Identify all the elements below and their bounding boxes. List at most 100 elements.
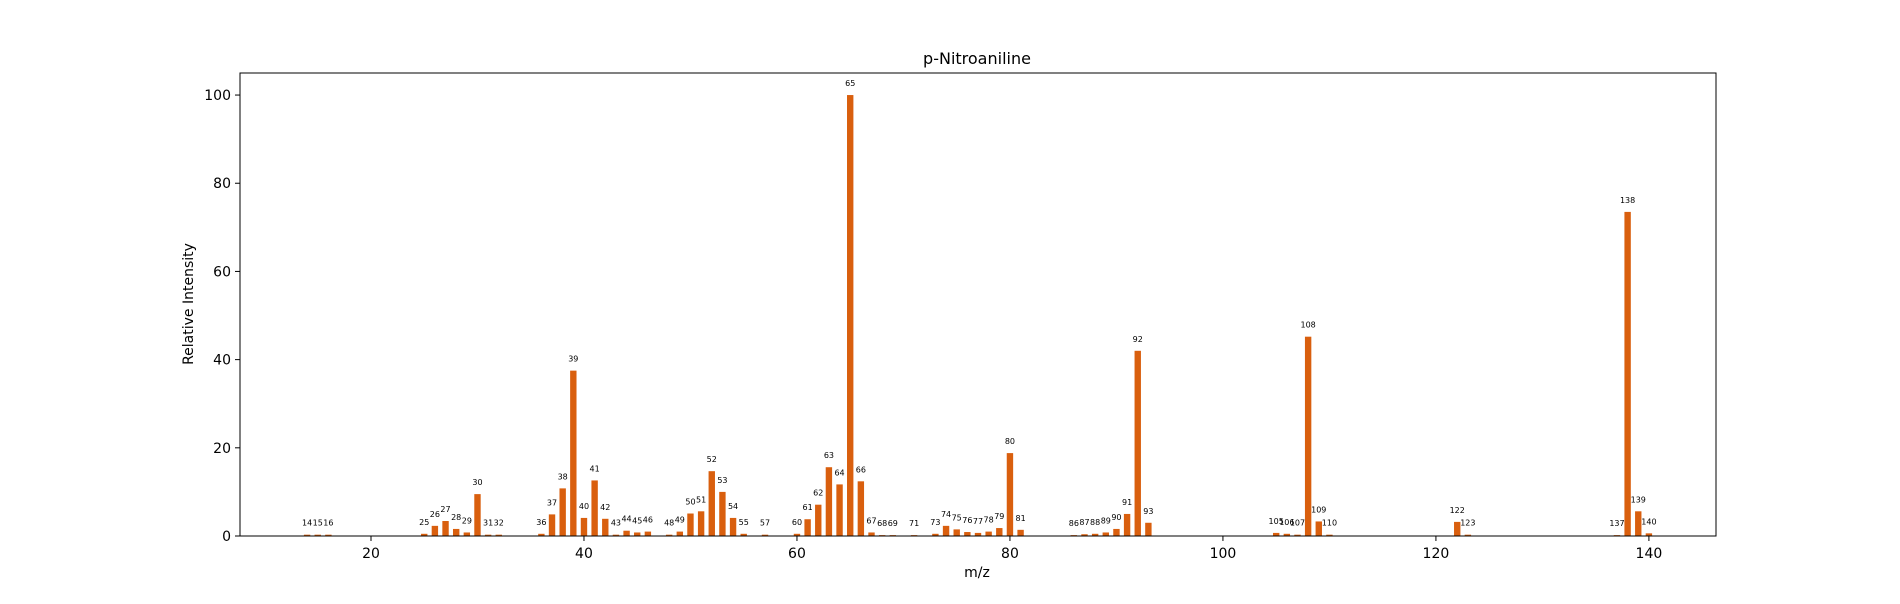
bar-mz-25 — [421, 533, 428, 536]
bar-mz-106 — [1283, 533, 1291, 536]
plot-frame — [239, 72, 1717, 537]
bar-label-mz-88: 88 — [1090, 518, 1100, 527]
bar-label-mz-122: 122 — [1450, 506, 1465, 515]
bar-label-mz-44: 44 — [621, 515, 631, 524]
y-tick-label: 40 — [213, 353, 231, 369]
bar-mz-109 — [1315, 521, 1322, 536]
bar-label-mz-14: 14 — [302, 519, 312, 528]
bar-mz-29 — [463, 532, 471, 536]
bar-mz-41 — [591, 480, 598, 536]
bar-mz-30 — [474, 494, 481, 536]
y-tick-label: 80 — [213, 176, 231, 192]
bar-label-mz-42: 42 — [600, 503, 610, 512]
bar-mz-76 — [964, 532, 971, 536]
bar-mz-90 — [1113, 528, 1120, 536]
bar-label-mz-45: 45 — [632, 516, 642, 525]
bar-mz-43 — [612, 534, 620, 536]
bar-mz-36 — [538, 533, 545, 536]
bar-label-mz-76: 76 — [962, 516, 972, 525]
bar-mz-16 — [325, 534, 332, 536]
bar-mz-77 — [974, 532, 982, 536]
x-tick-label: 80 — [1001, 546, 1019, 562]
bar-mz-92 — [1134, 350, 1141, 536]
bar-label-mz-140: 140 — [1641, 517, 1656, 526]
y-tick-label: 100 — [204, 88, 231, 104]
bar-label-mz-63: 63 — [824, 451, 834, 460]
bar-label-mz-74: 74 — [941, 510, 951, 519]
bar-label-mz-43: 43 — [611, 519, 621, 528]
bar-mz-55 — [740, 533, 747, 536]
bar-mz-60 — [793, 533, 801, 536]
bar-label-mz-137: 137 — [1609, 519, 1624, 528]
bar-label-mz-16: 16 — [323, 519, 333, 528]
x-tick-label: 20 — [362, 546, 380, 562]
bar-label-mz-81: 81 — [1016, 514, 1026, 523]
bar-label-mz-67: 67 — [866, 516, 876, 525]
bar-mz-122 — [1454, 521, 1461, 536]
y-tick-label: 60 — [213, 264, 231, 280]
bar-mz-42 — [602, 518, 609, 536]
bar-mz-107 — [1294, 534, 1301, 536]
bar-label-mz-40: 40 — [579, 502, 589, 511]
bar-label-mz-53: 53 — [717, 476, 727, 485]
bar-label-mz-69: 69 — [888, 519, 898, 528]
bar-mz-48 — [665, 534, 673, 536]
bar-mz-26 — [431, 525, 439, 536]
bar-mz-87 — [1081, 534, 1088, 536]
bar-mz-50 — [687, 513, 694, 536]
bar-label-mz-55: 55 — [739, 518, 749, 527]
bar-label-mz-123: 123 — [1460, 519, 1475, 528]
bar-label-mz-93: 93 — [1143, 507, 1153, 516]
bar-mz-37 — [548, 514, 556, 536]
bar-mz-61 — [804, 519, 811, 536]
bar-label-mz-66: 66 — [856, 465, 866, 474]
bar-mz-51 — [697, 511, 705, 536]
bar-mz-105 — [1272, 532, 1280, 536]
bar-label-mz-54: 54 — [728, 502, 738, 511]
bar-mz-57 — [761, 534, 769, 536]
bar-mz-64 — [836, 484, 843, 536]
bar-mz-67 — [868, 532, 875, 536]
bar-label-mz-27: 27 — [440, 505, 450, 514]
bar-mz-79 — [996, 528, 1003, 536]
bar-mz-40 — [580, 517, 588, 536]
bar-label-mz-31: 31 — [483, 519, 493, 528]
bar-label-mz-105: 105 — [1269, 517, 1284, 526]
bar-label-mz-48: 48 — [664, 519, 674, 528]
bar-mz-66 — [857, 481, 865, 536]
bar-label-mz-32: 32 — [494, 519, 504, 528]
bar-mz-38 — [559, 488, 566, 536]
bar-label-mz-61: 61 — [803, 503, 813, 512]
x-tick-label: 60 — [788, 546, 806, 562]
bar-label-mz-106: 106 — [1279, 518, 1294, 527]
bar-label-mz-39: 39 — [568, 355, 578, 364]
bar-label-mz-51: 51 — [696, 495, 706, 504]
bar-label-mz-25: 25 — [419, 518, 429, 527]
bar-mz-138 — [1624, 211, 1631, 536]
bar-label-mz-29: 29 — [462, 516, 472, 525]
bar-label-mz-65: 65 — [845, 79, 855, 88]
bar-mz-45 — [634, 532, 641, 536]
bar-mz-78 — [985, 531, 992, 536]
bar-label-mz-38: 38 — [558, 472, 568, 481]
bar-label-mz-57: 57 — [760, 519, 770, 528]
bar-mz-65 — [847, 95, 854, 537]
bar-label-mz-52: 52 — [707, 455, 717, 464]
bar-label-mz-90: 90 — [1111, 513, 1121, 522]
bar-mz-74 — [942, 525, 950, 536]
chart-title: p-Nitroaniline — [923, 49, 1031, 68]
bar-label-mz-71: 71 — [909, 519, 919, 528]
bar-mz-63 — [825, 467, 833, 536]
y-axis: 0 20 40 60 80 100 — [204, 88, 240, 545]
bar-label-mz-92: 92 — [1133, 335, 1143, 344]
bar-mz-110 — [1326, 534, 1333, 536]
x-axis: 20 40 60 80 100 120 140 — [362, 536, 1662, 562]
bar-mz-123 — [1464, 534, 1472, 536]
bar-label-mz-91: 91 — [1122, 498, 1132, 507]
bar-mz-80 — [1006, 453, 1014, 536]
bar-mz-54 — [729, 517, 737, 536]
bar-label-mz-87: 87 — [1079, 518, 1089, 527]
